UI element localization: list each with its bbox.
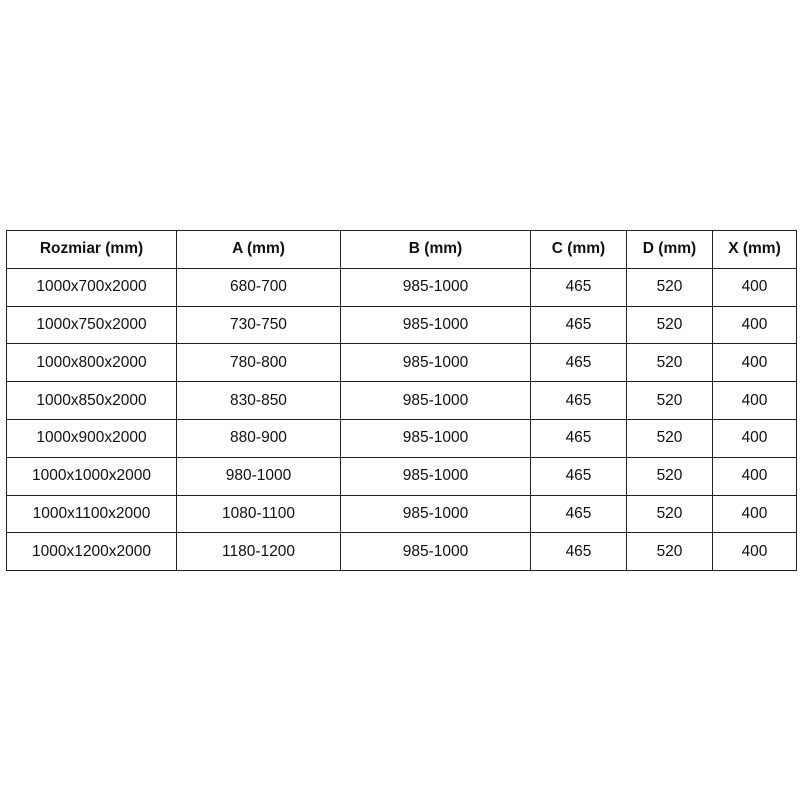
table-cell: 1000x700x2000 xyxy=(6,267,177,307)
table-cell: 520 xyxy=(626,305,713,345)
table-cell: 985-1000 xyxy=(340,343,531,383)
table-row: 1000x900x2000 880-900 985-1000 465 520 400 xyxy=(6,418,797,458)
table-cell: 465 xyxy=(530,305,627,345)
table-cell: 830-850 xyxy=(176,381,341,420)
table-cell: 465 xyxy=(530,456,627,496)
table-cell: 465 xyxy=(530,532,627,572)
table-cell: 400 xyxy=(712,532,797,572)
column-header: B (mm) xyxy=(340,230,531,269)
table-cell: 465 xyxy=(530,343,627,383)
table-row: 1000x700x2000 680-700 985-1000 465 520 400 xyxy=(6,267,797,307)
column-header: C (mm) xyxy=(530,230,627,269)
table-cell: 465 xyxy=(530,381,627,420)
table-row: 1000x1200x2000 1180-1200 985-1000 465 520 400 xyxy=(6,532,797,572)
table-cell: 985-1000 xyxy=(340,532,531,572)
table-cell: 1080-1100 xyxy=(176,494,341,534)
table-cell: 400 xyxy=(712,456,797,496)
table-cell: 985-1000 xyxy=(340,305,531,345)
table-cell: 400 xyxy=(712,305,797,345)
table-cell: 400 xyxy=(712,381,797,420)
table-cell: 520 xyxy=(626,494,713,534)
column-header: A (mm) xyxy=(176,230,341,269)
table-cell: 985-1000 xyxy=(340,381,531,420)
table-cell: 1000x1200x2000 xyxy=(6,532,177,572)
table-cell: 980-1000 xyxy=(176,456,341,496)
table-cell: 520 xyxy=(626,456,713,496)
table-cell: 1000x1000x2000 xyxy=(6,456,177,496)
table-cell: 400 xyxy=(712,343,797,383)
table-cell: 680-700 xyxy=(176,267,341,307)
table-cell: 880-900 xyxy=(176,418,341,458)
header-row: Rozmiar (mm) A (mm) B (mm) C (mm) D (mm) X (m… xyxy=(6,230,797,269)
table-row: 1000x1100x2000 1080-1100 985-1000 465 520 400 xyxy=(6,494,797,534)
table-cell: 985-1000 xyxy=(340,267,531,307)
table-cell: 520 xyxy=(626,267,713,307)
table-cell: 465 xyxy=(530,418,627,458)
table-cell: 780-800 xyxy=(176,343,341,383)
table-cell: 1180-1200 xyxy=(176,532,341,572)
table-cell: 465 xyxy=(530,267,627,307)
table-cell: 730-750 xyxy=(176,305,341,345)
table-cell: 1000x1100x2000 xyxy=(6,494,177,534)
table-cell: 520 xyxy=(626,532,713,572)
table-cell: 1000x850x2000 xyxy=(6,381,177,420)
table-cell: 465 xyxy=(530,494,627,534)
table-cell: 985-1000 xyxy=(340,456,531,496)
table-row: 1000x750x2000 730-750 985-1000 465 520 400 xyxy=(6,305,797,345)
table-cell: 1000x750x2000 xyxy=(6,305,177,345)
table-row: 1000x1000x2000 980-1000 985-1000 465 520 400 xyxy=(6,456,797,496)
table-cell: 985-1000 xyxy=(340,494,531,534)
table-cell: 1000x800x2000 xyxy=(6,343,177,383)
table-cell: 520 xyxy=(626,381,713,420)
column-header: X (mm) xyxy=(712,230,797,269)
table-cell: 400 xyxy=(712,267,797,307)
table-cell: 1000x900x2000 xyxy=(6,418,177,458)
column-header: D (mm) xyxy=(626,230,713,269)
dimensions-table: Rozmiar (mm) A (mm) B (mm) C (mm) D (mm) X (m… xyxy=(6,230,797,572)
table-cell: 400 xyxy=(712,418,797,458)
table-row: 1000x850x2000 830-850 985-1000 465 520 400 xyxy=(6,381,797,420)
table-cell: 520 xyxy=(626,418,713,458)
table-row: 1000x800x2000 780-800 985-1000 465 520 400 xyxy=(6,343,797,383)
table-cell: 400 xyxy=(712,494,797,534)
table-cell: 985-1000 xyxy=(340,418,531,458)
column-header: Rozmiar (mm) xyxy=(6,230,177,269)
table-cell: 520 xyxy=(626,343,713,383)
